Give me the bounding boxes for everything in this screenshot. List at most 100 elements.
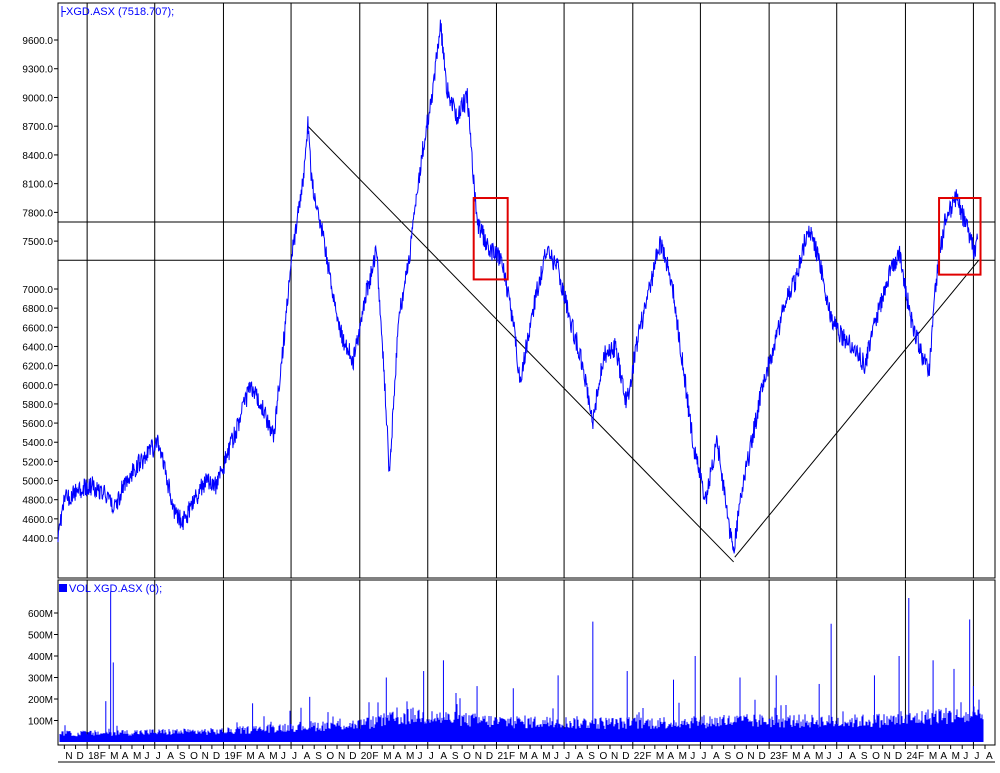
volume-bars bbox=[59, 693, 984, 742]
x-tick-label: S bbox=[861, 751, 868, 762]
x-tick-label: A bbox=[122, 751, 129, 762]
volume-y-axis: 600M 500M 400M 300M 200M 100M bbox=[28, 609, 58, 728]
volume-legend-label: VOL XGD.ASX (0); bbox=[69, 583, 162, 595]
x-tick-label: J bbox=[554, 751, 559, 762]
y-tick-label: 9300.0 bbox=[22, 65, 53, 76]
price-legend[interactable]: XGD.ASX (7518.707); bbox=[61, 6, 174, 18]
x-tick-label: J bbox=[145, 751, 150, 762]
x-tick-label: A bbox=[167, 751, 174, 762]
x-tick-label: D bbox=[486, 751, 493, 762]
x-tick-label: A bbox=[304, 751, 311, 762]
y-tick-label: 4600.0 bbox=[22, 515, 53, 526]
x-tick-label: A bbox=[940, 751, 947, 762]
x-tick-label: A bbox=[440, 751, 447, 762]
x-tick-label: D bbox=[213, 751, 220, 762]
x-tick-label: S bbox=[315, 751, 322, 762]
x-tick-label: F bbox=[645, 751, 651, 762]
y-tick-label: 7500.0 bbox=[22, 237, 53, 248]
y-tick-label: 6600.0 bbox=[22, 323, 53, 334]
x-tick-label: J bbox=[838, 751, 843, 762]
x-tick-label: A bbox=[258, 751, 265, 762]
price-line bbox=[57, 19, 978, 554]
x-tick-label: A bbox=[849, 751, 856, 762]
x-tick-label: S bbox=[179, 751, 186, 762]
bar-line-icon bbox=[61, 6, 66, 17]
y-tick-label: 5600.0 bbox=[22, 419, 53, 430]
y-tick-label: 5000.0 bbox=[22, 477, 53, 488]
trend-line bbox=[307, 125, 734, 563]
x-tick-label: A bbox=[395, 751, 402, 762]
x-tick-label: O bbox=[463, 751, 471, 762]
x-tick-label: O bbox=[736, 751, 744, 762]
highlight-box bbox=[938, 197, 982, 276]
y-tick-label: 7000.0 bbox=[22, 285, 53, 296]
x-tick-label: S bbox=[725, 751, 732, 762]
x-tick-label: M bbox=[952, 751, 960, 762]
x-tick-label: O bbox=[326, 751, 334, 762]
x-tick-label: N bbox=[475, 751, 482, 762]
x-tick-label: S bbox=[588, 751, 595, 762]
x-tick-label: M bbox=[246, 751, 254, 762]
x-tick-label: M bbox=[520, 751, 528, 762]
x-tick-label: A bbox=[531, 751, 538, 762]
price-panel-frame bbox=[57, 2, 996, 579]
x-tick-label: A bbox=[986, 751, 993, 762]
x-tick-label: 22 bbox=[634, 751, 646, 762]
x-tick-label: J bbox=[827, 751, 832, 762]
y-tick-label: 4800.0 bbox=[22, 496, 53, 507]
x-tick-label: N bbox=[884, 751, 891, 762]
x-tick-label: D bbox=[349, 751, 356, 762]
x-tick-label: 20 bbox=[361, 751, 373, 762]
x-tick-label: M bbox=[269, 751, 277, 762]
x-tick-label: N bbox=[65, 751, 72, 762]
x-tick-label: A bbox=[804, 751, 811, 762]
x-tick-label: 19 bbox=[224, 751, 236, 762]
y-tick-label: 6200.0 bbox=[22, 362, 53, 373]
x-tick-label: N bbox=[338, 751, 345, 762]
y-tick-label: 4400.0 bbox=[22, 534, 53, 545]
x-tick-label: F bbox=[372, 751, 378, 762]
x-tick-label: M bbox=[929, 751, 937, 762]
x-tick-label: J bbox=[292, 751, 297, 762]
trend-line bbox=[734, 259, 980, 558]
price-y-axis: 9600.0 9300.0 9000.0 8700.0 8400.0 8100.0 7800… bbox=[22, 36, 58, 545]
price-panel: 9600.0 9300.0 9000.0 8700.0 8400.0 8100.0 7800… bbox=[22, 2, 996, 745]
x-axis: N D 18 F M A M J J A S O N D 19 F M A M J J A S O N D 20 F M A M J J A S O N… bbox=[58, 745, 995, 763]
y-tick-label: 6000.0 bbox=[22, 381, 53, 392]
x-tick-label: M bbox=[815, 751, 823, 762]
y-tick-label: 300M bbox=[28, 674, 53, 685]
x-tick-label: N bbox=[611, 751, 618, 762]
x-tick-label: J bbox=[418, 751, 423, 762]
y-tick-label: 400M bbox=[28, 652, 53, 663]
x-tick-label: M bbox=[110, 751, 118, 762]
x-tick-label: S bbox=[452, 751, 459, 762]
x-tick-label: 24 bbox=[906, 751, 918, 762]
x-tick-label: J bbox=[963, 751, 968, 762]
x-tick-label: M bbox=[406, 751, 414, 762]
volume-bar-icon bbox=[59, 584, 67, 592]
price-legend-label: XGD.ASX (7518.707); bbox=[66, 6, 174, 18]
x-tick-label: J bbox=[701, 751, 706, 762]
volume-legend[interactable]: VOL XGD.ASX (0); bbox=[59, 583, 162, 595]
y-tick-label: 5800.0 bbox=[22, 400, 53, 411]
y-tick-label: 6400.0 bbox=[22, 342, 53, 353]
volume-panel: 600M 500M 400M 300M 200M 100M bbox=[28, 579, 996, 746]
x-tick-label: F bbox=[782, 751, 788, 762]
x-tick-label: D bbox=[77, 751, 84, 762]
x-tick-label: D bbox=[759, 751, 766, 762]
x-tick-label: M bbox=[656, 751, 664, 762]
highlight-box bbox=[472, 197, 509, 281]
x-tick-label: 18 bbox=[88, 751, 100, 762]
x-tick-label: F bbox=[509, 751, 515, 762]
y-tick-label: 200M bbox=[28, 695, 53, 706]
y-tick-label: 6800.0 bbox=[22, 304, 53, 315]
x-tick-label: D bbox=[622, 751, 629, 762]
x-tick-label: 23 bbox=[770, 751, 782, 762]
y-tick-label: 5400.0 bbox=[22, 438, 53, 449]
x-tick-label: J bbox=[974, 751, 979, 762]
x-tick-label: O bbox=[872, 751, 880, 762]
x-tick-label: J bbox=[690, 751, 695, 762]
